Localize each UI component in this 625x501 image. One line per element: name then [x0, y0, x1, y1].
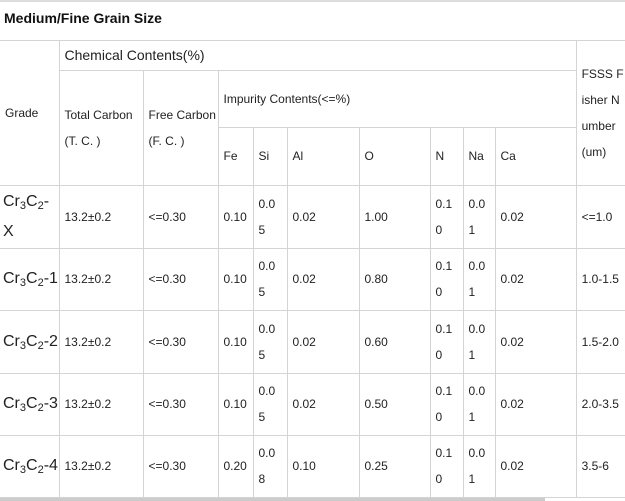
- n-cell: 0.10: [429, 309, 464, 374]
- total-carbon-cell: 13.2±0.2: [58, 247, 144, 311]
- fe-cell: 0.10: [217, 309, 254, 374]
- ca-cell: 0.02: [494, 434, 577, 498]
- header-fe: Fe: [218, 126, 254, 186]
- o-cell: 1.00: [358, 185, 431, 249]
- spec-table: Grade Chemical Contents(%) FSSS Fisher N…: [0, 41, 625, 498]
- header-ca: Ca: [494, 126, 577, 186]
- table-row: Cr3C2-2 13.2±0.2 <=0.30 0.10 0.05 0.02 0.60 0.1…: [0, 309, 625, 374]
- grade-cell: Cr3C2-1: [0, 247, 60, 311]
- header-o: O: [358, 126, 431, 186]
- ca-cell: 0.02: [494, 372, 577, 436]
- si-cell: 0.05: [252, 309, 288, 374]
- na-cell: 0.01: [462, 434, 496, 498]
- header-row-2: Total Carbon (T. C. ) Free Carbon (F. C. )…: [0, 69, 625, 186]
- free-carbon-cell: <=0.30: [142, 309, 219, 374]
- al-cell: 0.02: [286, 372, 360, 436]
- header-impurity: Impurity Contents(<=%): [217, 69, 577, 128]
- si-cell: 0.08: [252, 434, 288, 498]
- fe-cell: 0.10: [217, 372, 254, 436]
- header-na: Na: [462, 126, 496, 186]
- table-row: Cr3C2-3 13.2±0.2 <=0.30 0.10 0.05 0.02 0.50 0.1…: [0, 372, 625, 436]
- al-cell: 0.02: [286, 309, 360, 374]
- header-al: Al: [286, 126, 360, 186]
- ca-cell: 0.02: [494, 185, 577, 249]
- na-cell: 0.01: [462, 309, 496, 374]
- table-row: Cr3C2-4 13.2±0.2 <=0.30 0.20 0.08 0.10 0.25 0.1…: [0, 434, 625, 498]
- o-cell: 0.80: [358, 247, 431, 311]
- header-n: N: [429, 126, 464, 186]
- header-total-carbon: Total Carbon (T. C. ): [59, 69, 144, 186]
- o-cell: 0.25: [358, 434, 431, 498]
- table-row: Cr3C2-X 13.2±0.2 <=0.30 0.10 0.05 0.02 1.00 0.1…: [0, 185, 625, 249]
- total-carbon-cell: 13.2±0.2: [58, 372, 144, 436]
- grade-cell: Cr3C2-3: [0, 372, 60, 436]
- ca-cell: 0.02: [494, 309, 577, 374]
- fsss-cell: <=1.0: [575, 185, 625, 249]
- o-cell: 0.60: [358, 309, 431, 374]
- header-chemical-contents: Chemical Contents(%): [58, 41, 577, 71]
- header-fsss: FSSS Fisher Number (um): [575, 41, 625, 186]
- grade-cell: Cr3C2-4: [0, 434, 60, 498]
- grade-cell: Cr3C2-2: [0, 309, 60, 374]
- free-carbon-cell: <=0.30: [142, 372, 219, 436]
- free-carbon-cell: <=0.30: [142, 185, 219, 249]
- total-carbon-cell: 13.2±0.2: [58, 185, 144, 249]
- n-cell: 0.10: [429, 185, 464, 249]
- fe-cell: 0.20: [217, 434, 254, 498]
- free-carbon-cell: <=0.30: [142, 247, 219, 311]
- table-row: Cr3C2-1 13.2±0.2 <=0.30 0.10 0.05 0.02 0.80 0.1…: [0, 247, 625, 311]
- si-cell: 0.05: [252, 185, 288, 249]
- header-si: Si: [252, 126, 288, 186]
- si-cell: 0.05: [252, 247, 288, 311]
- fsss-cell: 1.0-1.5: [575, 247, 625, 311]
- fe-cell: 0.10: [217, 185, 254, 249]
- na-cell: 0.01: [462, 185, 496, 249]
- al-cell: 0.10: [286, 434, 360, 498]
- total-carbon-cell: 13.2±0.2: [58, 434, 144, 498]
- o-cell: 0.50: [358, 372, 431, 436]
- al-cell: 0.02: [286, 185, 360, 249]
- n-cell: 0.10: [429, 247, 464, 311]
- fe-cell: 0.10: [217, 247, 254, 311]
- n-cell: 0.10: [429, 372, 464, 436]
- total-carbon-cell: 13.2±0.2: [58, 309, 144, 374]
- grade-cell: Cr3C2-X: [0, 185, 60, 249]
- al-cell: 0.02: [286, 247, 360, 311]
- fsss-cell: 3.5-6: [575, 434, 625, 498]
- na-cell: 0.01: [462, 247, 496, 311]
- free-carbon-cell: <=0.30: [142, 434, 219, 498]
- fsss-cell: 2.0-3.5: [575, 372, 625, 436]
- header-row-3: Fe Si Al O N Na Ca: [0, 126, 625, 186]
- ca-cell: 0.02: [494, 247, 577, 311]
- section-title: Medium/Fine Grain Size: [0, 2, 625, 41]
- si-cell: 0.05: [252, 372, 288, 436]
- na-cell: 0.01: [462, 372, 496, 436]
- header-free-carbon: Free Carbon (F. C. ): [142, 69, 219, 186]
- header-grade: Grade: [0, 41, 60, 186]
- n-cell: 0.10: [429, 434, 464, 498]
- header-row-1: Grade Chemical Contents(%) FSSS Fisher N…: [0, 41, 625, 186]
- fsss-cell: 1.5-2.0: [575, 309, 625, 374]
